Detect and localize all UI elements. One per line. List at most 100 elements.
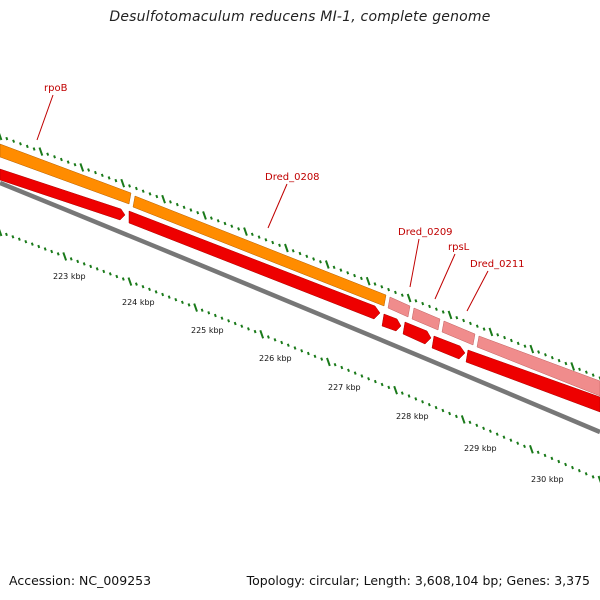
outer-tick-mark	[578, 367, 581, 372]
inner-tick-mark	[213, 313, 217, 318]
outer-tick-mark	[584, 370, 588, 374]
inner-tick-mark	[37, 244, 41, 249]
gene-feature-Dred_0209-reverse[interactable]	[381, 313, 402, 332]
genome-backbone	[0, 180, 600, 435]
inner-tick-mark	[141, 284, 145, 289]
scale-label-229: 229 kbp	[464, 444, 497, 453]
outer-tick-mark	[441, 310, 445, 314]
inner-tick-mark	[207, 311, 211, 315]
outer-tick-mark	[19, 142, 22, 146]
outer-tick-mark	[271, 240, 275, 245]
inner-tick-mark	[121, 277, 125, 281]
gene-feature-rpoB[interactable]	[0, 143, 132, 205]
outer-tick-mark	[53, 155, 56, 159]
inner-tick-mark	[387, 385, 391, 390]
inner-tick-mark	[89, 264, 93, 269]
inner-tick-mark	[280, 340, 284, 345]
gene-feature-Dred_0211-reverse[interactable]	[465, 349, 600, 413]
inner-tick-mark	[340, 365, 344, 370]
inner-tick-mark	[134, 282, 138, 286]
inner-tick-mark	[167, 295, 171, 299]
scale-label-225: 225 kbp	[191, 326, 224, 335]
outer-tick-mark	[32, 147, 36, 151]
scale-label-228: 228 kbp	[396, 412, 429, 421]
inner-tick-mark	[306, 351, 310, 356]
inner-tick-mark	[154, 290, 158, 294]
inner-tick-mark	[82, 262, 86, 266]
gene-feature-rpsL-reverse[interactable]	[402, 321, 432, 345]
inner-tick-mark	[180, 300, 184, 305]
gene-feature-Dred_0209[interactable]	[387, 296, 411, 318]
inner-tick-mark	[584, 472, 588, 476]
gene-label-Dred_0208[interactable]: Dred_0208	[265, 172, 320, 183]
inner-tick-mark	[227, 319, 231, 323]
outer-tick-mark	[591, 373, 595, 377]
outer-tick-mark	[305, 254, 309, 259]
gene-feature-Dred_0208[interactable]	[132, 195, 387, 307]
outer-tick-mark	[509, 338, 513, 343]
outer-tick-mark	[59, 157, 63, 162]
outer-tick-mark	[570, 362, 576, 371]
outer-tick-mark	[182, 205, 186, 210]
outer-tick-mark	[243, 227, 248, 236]
outer-tick-mark	[496, 333, 500, 337]
outer-tick-mark	[434, 307, 438, 311]
outer-tick-mark	[189, 208, 193, 212]
inner-tick-mark	[320, 357, 324, 361]
inner-tick-mark	[293, 346, 297, 350]
outer-tick-mark	[0, 132, 3, 141]
gene-label-rpoB[interactable]: rpoB	[44, 83, 68, 94]
outer-tick-mark	[134, 186, 138, 191]
inner-tick-mark	[488, 429, 492, 433]
outer-tick-mark	[488, 327, 494, 337]
outer-tick-mark	[73, 162, 77, 167]
inner-tick-mark	[273, 338, 277, 342]
inner-tick-mark	[367, 377, 371, 381]
outer-tick-mark	[550, 355, 554, 360]
outer-tick-mark	[312, 257, 316, 261]
gene-feature-Dred_0210-reverse[interactable]	[431, 335, 466, 360]
inner-tick-mark	[313, 354, 317, 359]
inner-tick-mark	[393, 385, 398, 395]
inner-tick-mark	[233, 321, 237, 326]
outer-tick-mark	[202, 211, 207, 220]
outer-tick-mark	[148, 192, 152, 196]
inner-tick-mark	[434, 405, 438, 410]
inner-tick-mark	[441, 408, 445, 413]
outer-tick-mark	[161, 194, 166, 204]
inner-tick-mark	[187, 303, 191, 307]
inner-tick-mark	[414, 397, 418, 401]
inner-tick-mark	[43, 247, 47, 251]
inner-tick-mark	[247, 327, 250, 331]
gene-feature-Dred_0211[interactable]	[476, 335, 600, 397]
outer-tick-mark	[12, 139, 16, 143]
outer-tick-mark	[475, 324, 479, 328]
gene-feature-rpsL[interactable]	[411, 307, 441, 331]
outer-tick-mark	[87, 168, 91, 172]
inner-tick-mark	[240, 324, 244, 328]
inner-tick-ring	[0, 228, 600, 484]
inner-tick-mark	[550, 456, 554, 461]
outer-tick-mark	[230, 224, 234, 228]
outer-tick-mark	[324, 260, 330, 269]
gene-label-Dred_0209[interactable]: Dred_0209	[398, 227, 453, 238]
gene-feature-Dred_0210[interactable]	[441, 320, 476, 346]
outer-tick-mark	[196, 210, 200, 215]
outer-tick-mark	[107, 176, 111, 180]
outer-tick-mark	[394, 290, 397, 295]
gene-feature-rpoB-reverse[interactable]	[0, 168, 126, 221]
callout-line-Dred_0211	[466, 270, 489, 312]
scale-label-230: 230 kbp	[531, 475, 564, 484]
inner-tick-mark	[482, 426, 486, 431]
inner-tick-mark	[516, 441, 520, 445]
gene-feature-Dred_0208-reverse[interactable]	[128, 210, 381, 320]
outer-tick-mark	[128, 184, 131, 188]
gene-label-Dred_0211[interactable]: Dred_0211	[470, 259, 525, 270]
outer-tick-mark	[100, 173, 104, 178]
outer-tick-mark	[469, 321, 472, 326]
outer-tick-mark	[175, 202, 179, 207]
outer-tick-mark	[114, 178, 118, 183]
gene-label-rpsL[interactable]: rpsL	[448, 242, 470, 253]
outer-tick-mark	[406, 293, 412, 303]
